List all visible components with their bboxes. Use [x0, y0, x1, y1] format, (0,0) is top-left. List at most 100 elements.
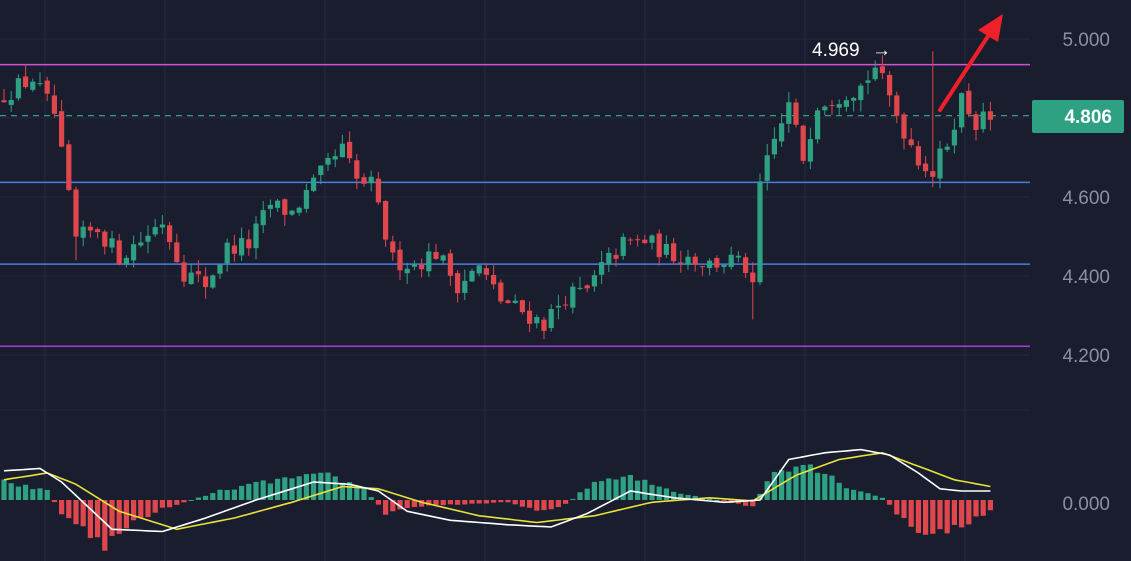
macd-histogram-bar [260, 480, 266, 500]
candle-body [167, 225, 173, 243]
macd-histogram-bar [527, 500, 533, 508]
macd-histogram-bar [246, 483, 252, 500]
candle-body [512, 300, 518, 303]
candle-body [109, 238, 115, 248]
candle-body [411, 264, 417, 267]
tick-label-4600: 4.600 [1062, 188, 1110, 209]
candle-body [419, 264, 425, 270]
candle-body [908, 139, 914, 146]
candle-body [822, 106, 828, 111]
candle-body [779, 123, 785, 142]
candle-body [339, 143, 345, 158]
macd-histogram-bar [894, 500, 900, 515]
candle-body [642, 239, 648, 244]
candle-body [836, 104, 842, 108]
macd-histogram-bar [383, 500, 389, 515]
macd-histogram-bar [671, 491, 677, 500]
macd-histogram-bar [692, 495, 698, 500]
macd-histogram-bar [663, 488, 669, 500]
candle-body [174, 242, 180, 263]
macd-histogram-bar [440, 500, 446, 506]
macd-histogram-bar [714, 500, 720, 501]
candle-body [649, 235, 655, 243]
macd-histogram-bar [793, 466, 799, 500]
macd-histogram-bar [231, 489, 237, 500]
candle-body [534, 316, 540, 324]
candle-body [793, 102, 799, 125]
candle-body [80, 226, 86, 238]
high-annotation-label: 4.969 [812, 40, 860, 61]
macd-histogram-bar [375, 500, 381, 505]
candle-body [37, 83, 43, 85]
macd-histogram-bar [599, 481, 605, 500]
candle-body [152, 227, 158, 235]
candle-body [224, 242, 230, 264]
macd-histogram-bar [303, 474, 309, 500]
candle-body [1, 100, 7, 103]
candle-body [743, 257, 749, 273]
macd-histogram-bar [455, 500, 461, 505]
candle-body [426, 251, 432, 272]
candle-body [116, 240, 122, 265]
macd-histogram-bar [318, 472, 324, 500]
candle-body [620, 236, 626, 256]
trend-arrow-head [978, 14, 1003, 42]
right-arrow-icon: → [872, 40, 891, 61]
candle-body [87, 226, 93, 231]
candle-body [145, 235, 151, 242]
macd-histogram-bar [483, 500, 489, 504]
candle-body [332, 156, 338, 160]
candle-body [44, 80, 50, 94]
candle-body [764, 155, 770, 181]
macd-histogram-bar [44, 489, 50, 500]
candle-body [66, 144, 72, 190]
candle-body [584, 285, 590, 289]
candle-body [375, 178, 381, 203]
candle-body [123, 257, 129, 265]
macd-histogram-bar [930, 500, 936, 534]
candle-body [303, 189, 309, 209]
macd-histogram-bar [66, 500, 72, 519]
candle-body [159, 224, 165, 228]
grid [0, 0, 1030, 561]
macd-histogram-bar [282, 477, 288, 500]
candle-body [937, 148, 943, 179]
macd-histogram-bar [51, 500, 57, 503]
tick-label-4400: 4.400 [1062, 267, 1110, 288]
macd-histogram-bar [613, 479, 619, 500]
macd-histogram-bar [570, 498, 576, 500]
candle-body [203, 276, 209, 288]
macd-histogram-bar [23, 484, 29, 500]
candle-body [714, 257, 720, 268]
candle-body [347, 141, 353, 159]
macd-histogram-bar [87, 500, 93, 539]
macd-histogram-bar [577, 492, 583, 500]
candle-body [577, 287, 583, 289]
candle-body [887, 75, 893, 96]
macd-histogram-bar [433, 500, 439, 505]
candle-body [627, 239, 633, 241]
macd-histogram-bar [973, 500, 979, 517]
current-price-tag-bg [1032, 100, 1124, 133]
macd-histogram-bar [937, 500, 943, 530]
candle-body [879, 66, 885, 74]
macd-histogram-bar [80, 500, 86, 527]
macd-histogram-bar [606, 478, 612, 500]
candle-body [613, 254, 619, 259]
candle-body [735, 255, 741, 258]
candle-body [858, 85, 864, 101]
candle-body [95, 229, 101, 233]
macd-histogram-bar [95, 500, 101, 538]
candle-body [606, 252, 612, 265]
macd-histogram-bar [548, 500, 554, 510]
macd-histogram-bar [944, 500, 950, 534]
candle-body [491, 275, 497, 285]
macd-histogram-bar [419, 500, 425, 507]
macd-histogram-bar [275, 478, 281, 500]
candle-body [527, 310, 533, 324]
candle-body [944, 146, 950, 150]
macd-histogram-bar [627, 474, 633, 500]
macd-histogram-bar [462, 500, 468, 505]
